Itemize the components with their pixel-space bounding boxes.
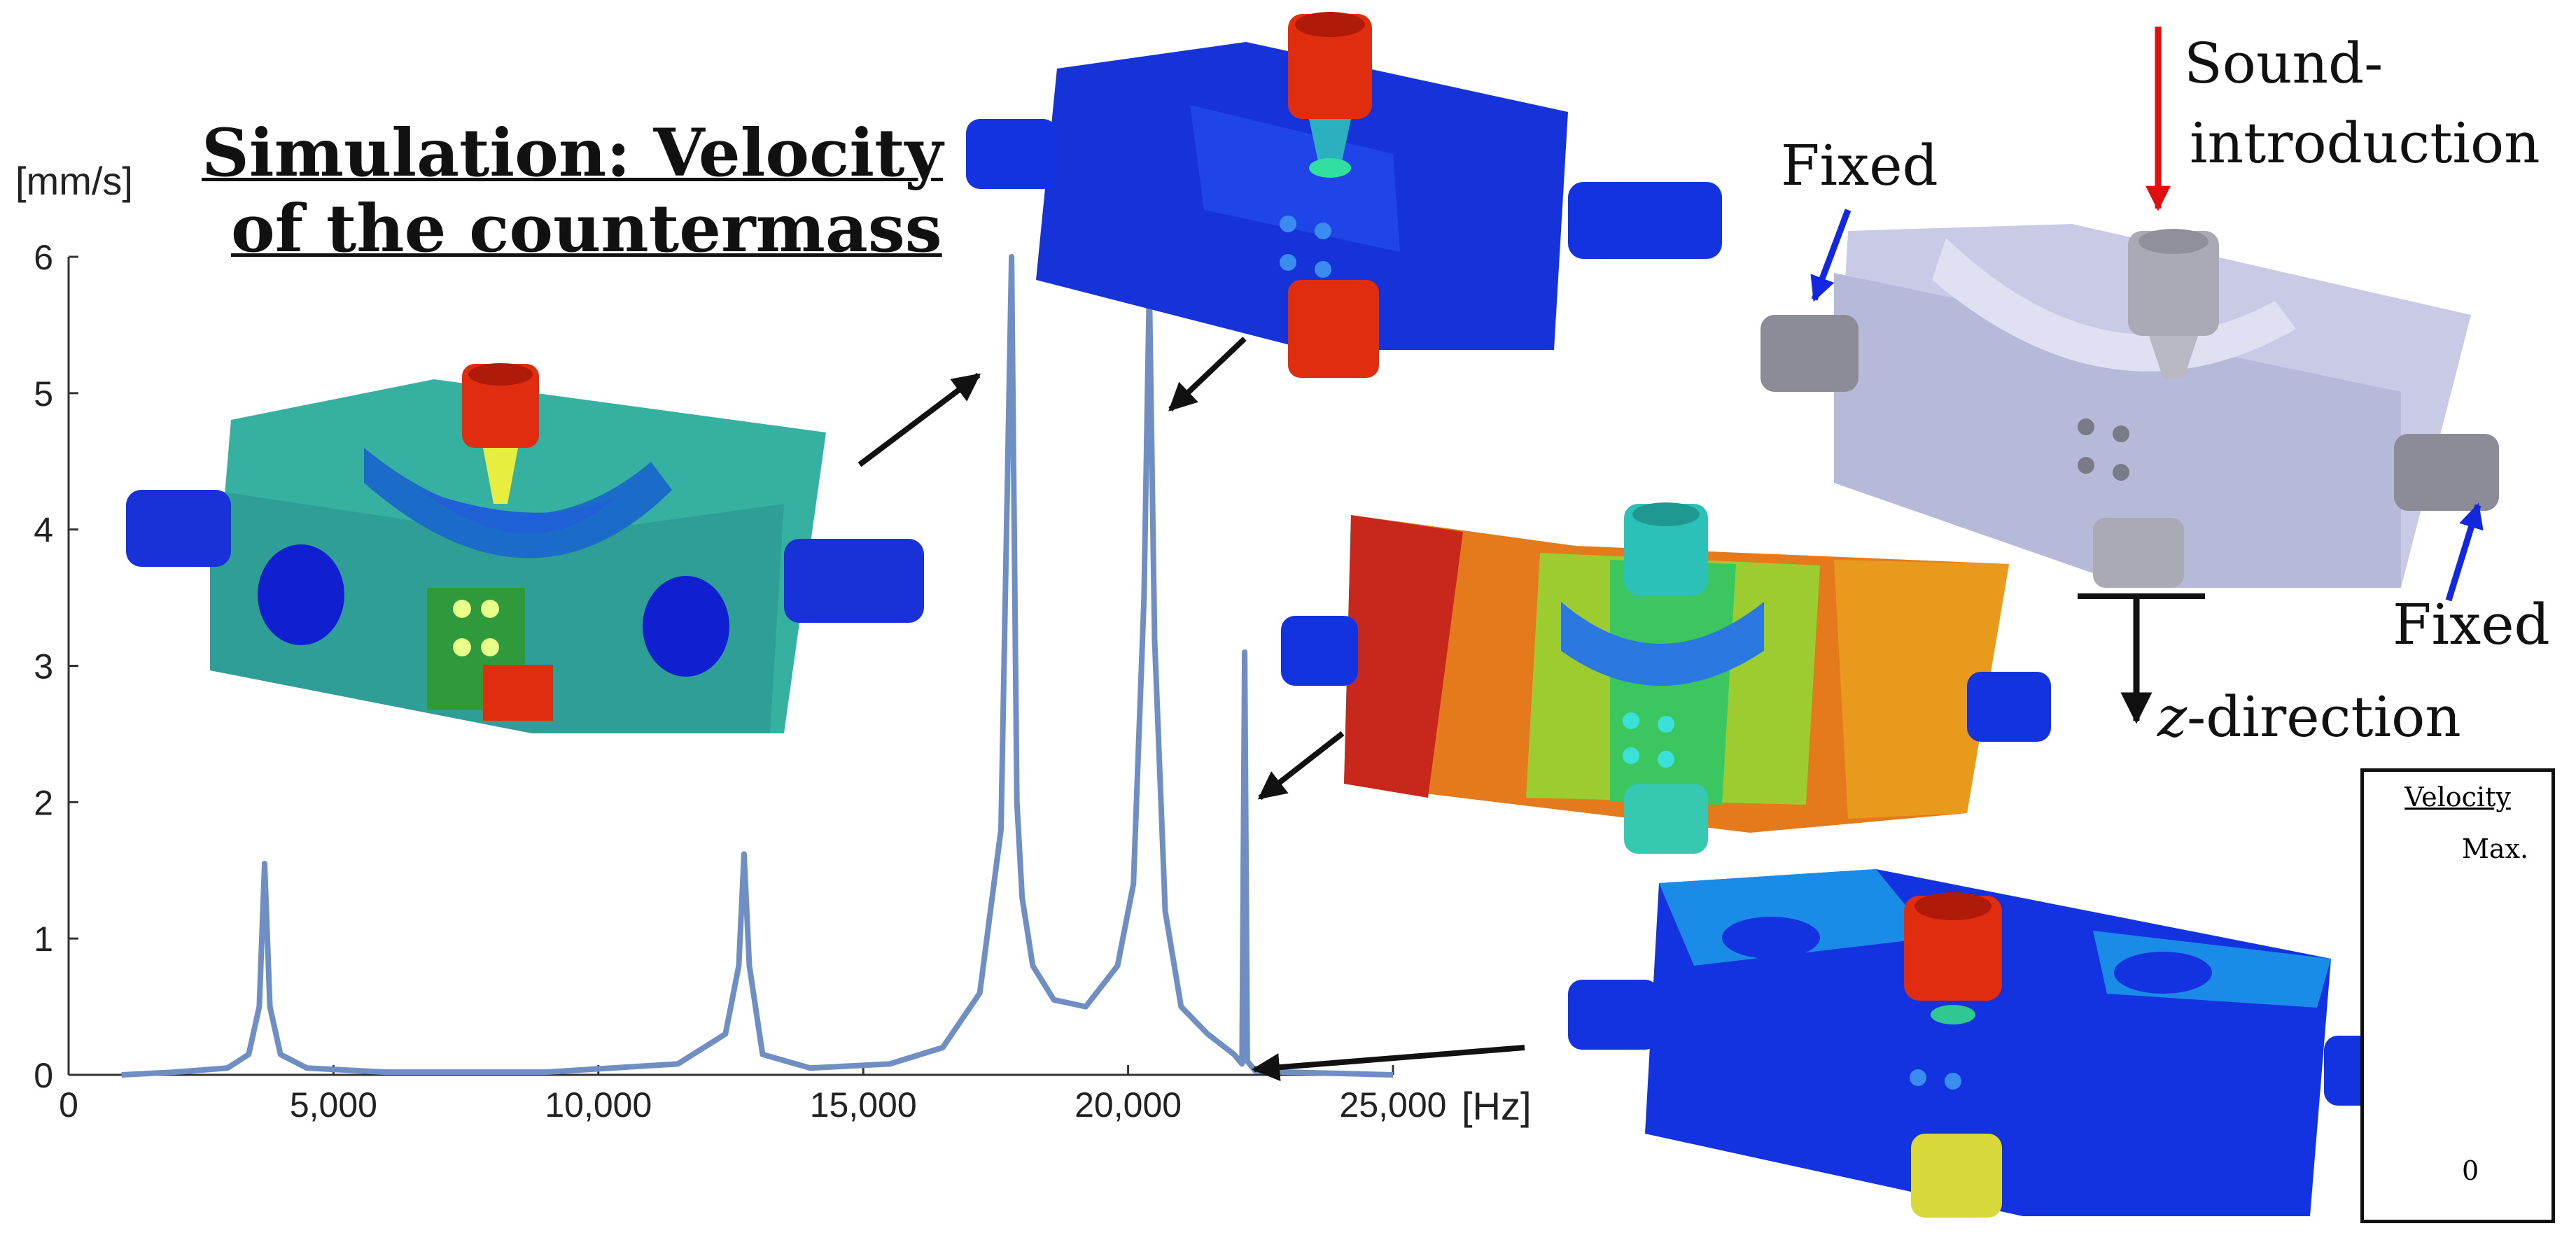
fem-model-mode3 xyxy=(1281,502,2051,854)
x-tick-label: 25,000 xyxy=(1340,1085,1447,1125)
fixed-label-left: Fixed xyxy=(1781,133,1938,198)
legend-max-label: Max. xyxy=(2462,833,2529,864)
y-tick-label: 3 xyxy=(34,647,53,686)
y-tick-label: 6 xyxy=(34,238,53,277)
legend-min-label: 0 xyxy=(2462,1155,2479,1186)
x-axis-unit: [Hz] xyxy=(1462,1084,1532,1128)
y-tick-label: 2 xyxy=(34,783,53,822)
y-axis-label: [mm/s] xyxy=(15,159,133,203)
y-tick-label: 5 xyxy=(34,374,53,414)
x-tick-label: 10,000 xyxy=(545,1085,652,1125)
sound-introduction-label-1: Sound- xyxy=(2184,31,2384,96)
sound-introduction-label-2: introduction xyxy=(2190,111,2540,176)
legend-title: Velocity xyxy=(2404,782,2511,812)
pointer-arrow-1 xyxy=(858,372,981,467)
z-variable: z xyxy=(2157,684,2188,749)
z-direction-label: z-direction xyxy=(2157,684,2461,749)
y-tick-label: 4 xyxy=(34,511,53,550)
pointer-arrow-3 xyxy=(1257,731,1345,801)
series-line xyxy=(121,254,1394,1078)
fixed-arrow-right xyxy=(2445,502,2484,602)
cad-countermass-model xyxy=(1760,27,2499,724)
x-tick-label: 20,000 xyxy=(1074,1085,1182,1125)
title-line-1: Simulation: Velocity xyxy=(202,115,944,192)
fem-model-mode2 xyxy=(966,12,1722,378)
y-tick-label: 1 xyxy=(34,920,53,959)
fixed-arrow-left xyxy=(1810,209,1851,302)
x-tick-label: 15,000 xyxy=(810,1085,917,1125)
pointer-arrow-4 xyxy=(1252,1045,1525,1082)
z-direction-text: -direction xyxy=(2187,684,2461,749)
x-tick-label: 0 xyxy=(59,1085,78,1125)
velocity-legend: Velocity Max. 0 xyxy=(2360,768,2555,1223)
title-line-2: of the countermass xyxy=(231,190,942,267)
pointer-arrow-2 xyxy=(1168,337,1247,411)
fem-model-mode1 xyxy=(126,363,924,733)
fixed-label-right: Fixed xyxy=(2393,592,2550,657)
y-tick-label: 0 xyxy=(34,1056,53,1095)
x-tick-label: 5,000 xyxy=(290,1085,377,1125)
fem-model-mode4 xyxy=(1568,869,2415,1218)
